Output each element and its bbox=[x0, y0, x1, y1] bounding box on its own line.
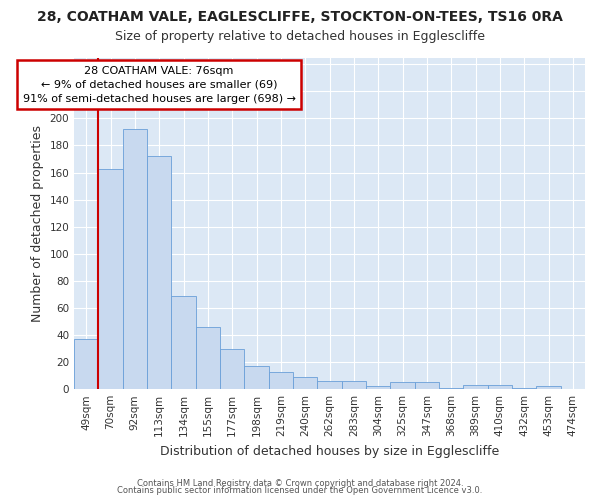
Y-axis label: Number of detached properties: Number of detached properties bbox=[31, 125, 44, 322]
Bar bbox=[463, 385, 488, 389]
Bar bbox=[172, 296, 196, 389]
Bar bbox=[122, 130, 147, 389]
Text: 28, COATHAM VALE, EAGLESCLIFFE, STOCKTON-ON-TEES, TS16 0RA: 28, COATHAM VALE, EAGLESCLIFFE, STOCKTON… bbox=[37, 10, 563, 24]
Bar bbox=[488, 385, 512, 389]
Bar bbox=[269, 372, 293, 389]
X-axis label: Distribution of detached houses by size in Egglescliffe: Distribution of detached houses by size … bbox=[160, 444, 499, 458]
Bar bbox=[536, 386, 560, 389]
Bar bbox=[391, 382, 415, 389]
Bar bbox=[220, 348, 244, 389]
Bar bbox=[512, 388, 536, 389]
Bar bbox=[98, 168, 122, 389]
Bar bbox=[366, 386, 391, 389]
Bar bbox=[415, 382, 439, 389]
Bar bbox=[147, 156, 172, 389]
Bar bbox=[244, 366, 269, 389]
Bar bbox=[341, 381, 366, 389]
Bar bbox=[74, 339, 98, 389]
Bar bbox=[196, 327, 220, 389]
Text: 28 COATHAM VALE: 76sqm
← 9% of detached houses are smaller (69)
91% of semi-deta: 28 COATHAM VALE: 76sqm ← 9% of detached … bbox=[23, 66, 296, 104]
Bar bbox=[317, 381, 341, 389]
Bar bbox=[439, 388, 463, 389]
Text: Contains public sector information licensed under the Open Government Licence v3: Contains public sector information licen… bbox=[118, 486, 482, 495]
Text: Size of property relative to detached houses in Egglescliffe: Size of property relative to detached ho… bbox=[115, 30, 485, 43]
Bar bbox=[293, 377, 317, 389]
Text: Contains HM Land Registry data © Crown copyright and database right 2024.: Contains HM Land Registry data © Crown c… bbox=[137, 478, 463, 488]
